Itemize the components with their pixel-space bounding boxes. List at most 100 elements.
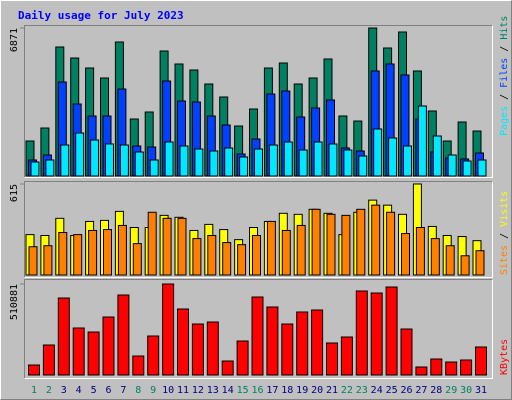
legend-separator: / [499,227,510,245]
bar [355,290,368,376]
bar [164,141,174,177]
panel-shade [24,25,493,178]
y-tick-label: 510881 [9,284,20,320]
bar [477,159,487,177]
x-tick-label: 19 [296,385,308,396]
x-tick-label: 26 [400,385,412,396]
bar [177,217,187,276]
x-tick-label: 15 [237,385,249,396]
bar [340,336,353,376]
bar [162,217,172,276]
x-tick-label: 8 [135,385,141,396]
x-tick-label: 10 [162,385,174,396]
bar [206,321,219,376]
bar [105,143,114,177]
bar [403,145,412,177]
bar [117,224,127,276]
bar [432,135,442,177]
x-tick-label: 29 [445,385,457,396]
x-tick-label: 21 [326,385,338,396]
bar [237,244,247,276]
bar [313,141,323,177]
bar [192,238,202,276]
bar [283,141,293,177]
x-tick-label: 5 [91,385,97,396]
panel-light [24,279,493,379]
bar [415,227,425,276]
legend-entry: KBytes [499,339,510,375]
x-tick-label: 31 [475,385,487,396]
bar [252,234,261,276]
bar [296,224,306,276]
bar [328,143,338,177]
x-tick-label: 16 [251,385,263,396]
bar [147,211,157,276]
legend-entry: Files [499,58,510,88]
bar [356,208,366,276]
bar [42,344,55,376]
bar [179,145,189,177]
bar [221,360,234,376]
bar [103,229,112,276]
x-tick-label: 27 [415,385,427,396]
bar [475,346,487,376]
bar [251,296,264,376]
x-tick-label: 25 [386,385,398,396]
bar [462,160,472,177]
bar [134,151,144,177]
x-tick-label: 23 [356,385,368,396]
bar [400,328,413,376]
bar [149,159,159,177]
legend-separator: / [499,88,510,106]
bar [430,238,440,276]
bar [447,154,457,177]
bar [311,309,324,376]
legend-separator: / [499,40,510,58]
legend: Sites / Visits [499,191,510,275]
x-tick-label: 22 [341,385,353,396]
legend-entry: Hits [499,16,510,40]
bar [222,242,232,276]
bar [296,311,309,376]
x-tick-label: 12 [192,385,204,396]
bar [358,155,368,177]
bar [75,132,85,177]
bar [326,213,336,276]
bar [132,243,142,276]
chart-title: Daily usage for July 2023 [18,9,184,22]
y-tick-label: 6871 [9,28,20,52]
bar [132,355,145,376]
bar [119,144,129,177]
bar [326,342,338,376]
bar [475,250,485,276]
bar [373,128,383,177]
x-tick-label: 17 [266,385,278,396]
x-tick-label: 28 [430,385,442,396]
bar [88,229,98,276]
bar [28,364,40,376]
bar [102,316,115,376]
bar [58,232,68,276]
x-tick-label: 30 [460,385,472,396]
legend: Pages / Files / Hits [499,16,510,136]
legend-entry: Visits [499,191,510,227]
y-tick-label: 615 [9,184,20,202]
bar [388,137,398,177]
bar [371,204,381,276]
x-tick-label: 24 [371,385,383,396]
bar [207,234,217,276]
x-tick-label: 7 [120,385,126,396]
bar [370,292,383,376]
bar [281,229,291,276]
x-tick-label: 20 [311,385,323,396]
bar [72,327,85,376]
bar [162,283,175,376]
bar [460,255,470,276]
x-tick-label: 13 [207,385,219,396]
x-tick-label: 1 [31,385,37,396]
bar [445,245,455,276]
bar [177,308,189,376]
bar [236,340,249,376]
bar [417,105,427,177]
